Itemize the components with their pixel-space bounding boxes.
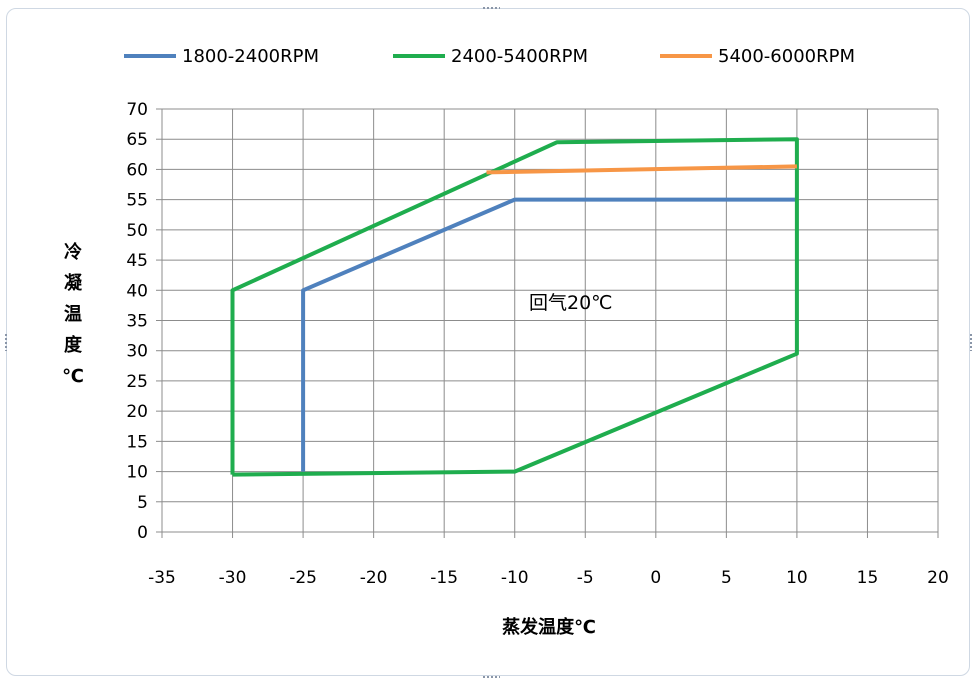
- x-tick-label: 0: [650, 568, 661, 588]
- y-tick-label: 55: [126, 191, 148, 211]
- legend-label: 2400-5400RPM: [451, 46, 588, 67]
- x-tick-label: -25: [289, 568, 317, 588]
- x-tick-label: -30: [219, 568, 247, 588]
- y-tick-label: 65: [126, 130, 148, 150]
- y-tick-label: 40: [126, 281, 148, 301]
- y-tick-label: 25: [126, 372, 148, 392]
- series-line-3: [486, 164, 797, 175]
- y-tick-label: 35: [126, 312, 148, 332]
- y-tick-label: 70: [126, 100, 148, 120]
- y-tick-label: 60: [126, 160, 148, 180]
- x-tick-label: -10: [501, 568, 529, 588]
- y-tick-label: 10: [126, 463, 148, 483]
- resize-handle-bottom[interactable]: [482, 675, 500, 679]
- y-tick-label: 20: [126, 402, 148, 422]
- x-tick-label: -35: [148, 568, 176, 588]
- series-line-2: [230, 137, 799, 477]
- legend-label: 1800-2400RPM: [182, 46, 319, 67]
- x-tick-label: -5: [577, 568, 594, 588]
- x-tick-label: 20: [927, 568, 949, 588]
- x-tick-label: -15: [430, 568, 458, 588]
- y-tick-label: 15: [126, 432, 148, 452]
- y-tick-label: 30: [126, 342, 148, 362]
- y-tick-label: 50: [126, 221, 148, 241]
- resize-handle-right[interactable]: [969, 333, 973, 351]
- resize-handle-top[interactable]: [482, 6, 500, 10]
- x-axis-label: 蒸发温度℃: [502, 616, 596, 638]
- y-axis-ticks: 0 5 10 15 20 25 30 35 40 45 50 55 60 65 70: [126, 100, 162, 543]
- x-tick-label: 5: [721, 568, 732, 588]
- x-tick-label: 10: [786, 568, 808, 588]
- x-tick-label: -20: [360, 568, 388, 588]
- legend: 1800-2400RPM 2400-5400RPM 5400-6000RPM: [124, 46, 855, 67]
- annotation-text: 回气20℃: [529, 292, 613, 314]
- series-line-1: [301, 197, 797, 472]
- legend-label: 5400-6000RPM: [718, 46, 855, 67]
- x-tick-label: 15: [857, 568, 879, 588]
- y-axis-label: 冷凝温度℃: [62, 241, 84, 387]
- x-axis-ticks: -35 -30 -25 -20 -15 -10 -5 0 5 10 15 20: [148, 532, 949, 588]
- y-tick-label: 5: [137, 493, 148, 513]
- y-tick-label: 0: [137, 523, 148, 543]
- series-lines: [230, 137, 799, 477]
- grid: [161, 108, 939, 533]
- resize-handle-left[interactable]: [4, 333, 8, 351]
- y-tick-label: 45: [126, 251, 148, 271]
- svg-text:冷凝温度℃: 冷凝温度℃: [62, 241, 84, 387]
- chart-frame: [6, 8, 970, 676]
